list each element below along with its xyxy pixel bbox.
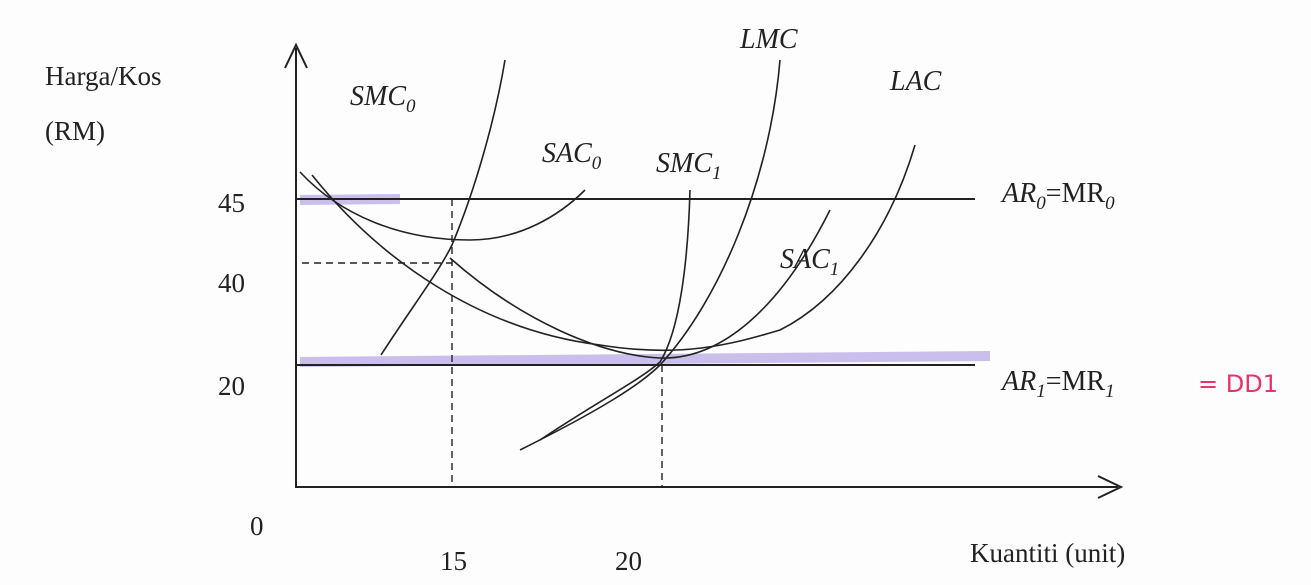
annotation: = DD1	[1198, 370, 1278, 398]
smc1-curve	[539, 189, 691, 441]
y-axis-unit: (RM)	[45, 116, 105, 146]
curve-label: SAC1	[780, 244, 839, 280]
x-axis-label: Kuantiti (unit)	[970, 538, 1125, 568]
x-tick-label: 15	[440, 546, 467, 576]
y-tick-label: 40	[218, 268, 245, 298]
y-tick-label: 45	[218, 188, 245, 218]
x-arrow	[1097, 475, 1124, 499]
x-tick-label: 20	[615, 546, 642, 576]
highlight	[299, 351, 991, 367]
origin-label: 0	[250, 511, 264, 541]
curve-label: LAC	[889, 66, 942, 97]
line-label: AR1=MR1	[1000, 366, 1115, 402]
lac-curve	[311, 144, 916, 352]
y-tick-label: 20	[218, 371, 245, 401]
sac0-curve	[299, 171, 586, 241]
curve-label: LMC	[739, 24, 798, 55]
curve-label: SAC0	[542, 138, 602, 174]
smc0-curve	[380, 59, 506, 356]
curve-label: SMC0	[350, 81, 416, 117]
y-arrow	[284, 42, 308, 69]
y-axis-label: Harga/Kos	[45, 61, 161, 91]
curve-label: SMC1	[656, 148, 722, 184]
lmc-curve	[519, 59, 781, 451]
line-label: AR0=MR0	[1000, 178, 1115, 214]
sac1-curve	[449, 209, 831, 359]
